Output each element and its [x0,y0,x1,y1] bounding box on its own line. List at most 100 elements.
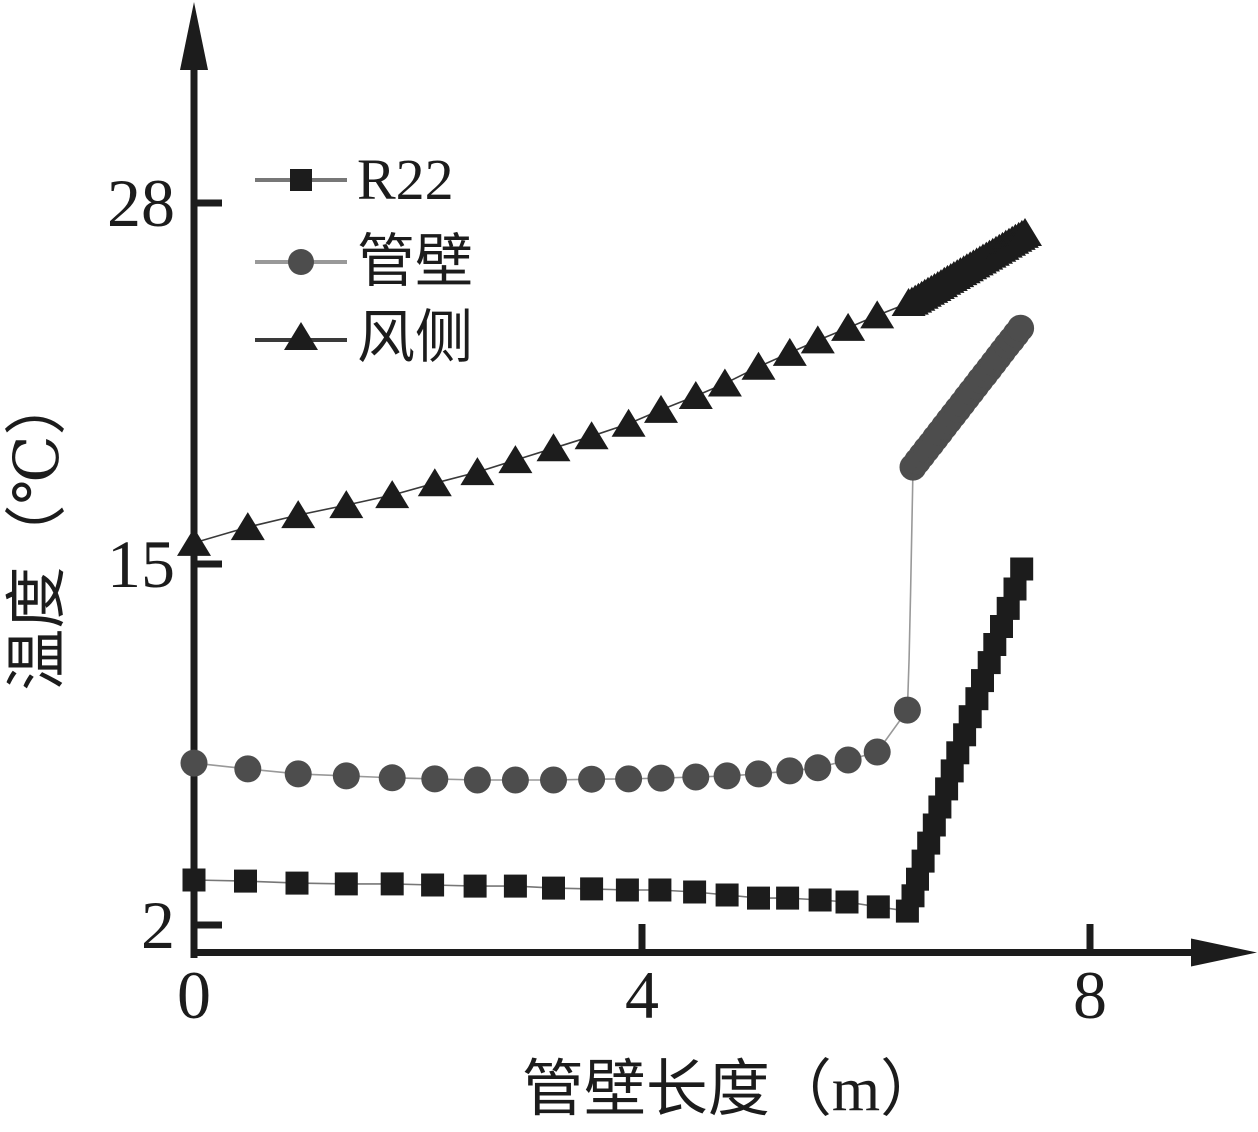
square-marker [911,849,935,873]
circle-marker [834,746,862,774]
triangle-marker [678,381,713,409]
y-tick-label-2: 2 [141,887,175,963]
triangle-marker [574,421,609,450]
circle-marker [745,760,772,788]
triangle-marker [177,527,211,556]
circle-marker [332,762,360,790]
square-marker [715,883,739,907]
triangle-marker [860,300,895,329]
square-marker [928,795,952,819]
circle-marker [776,757,804,785]
triangle-marker [281,500,316,529]
triangle-marker [230,512,265,541]
triangle-marker [498,445,533,474]
square-marker [234,869,257,893]
circle-marker [378,764,406,792]
series-markers-1 [180,314,1035,794]
square-marker [615,878,639,902]
square-marker [808,888,832,912]
y-axis-arrow-icon [180,2,208,70]
circle-marker [682,763,710,791]
legend-label: 风侧 [357,305,474,370]
triangle-marker [707,368,742,397]
circle-marker [1007,314,1035,342]
triangle-marker [1008,218,1042,246]
square-marker [906,867,929,891]
y-axis-title: 温度（℃） [4,373,72,691]
square-marker [958,705,982,729]
triangle-marker [831,312,866,341]
square-marker [463,874,487,898]
x-tick-label-8: 8 [1073,957,1107,1033]
square-marker [182,868,206,892]
square-marker [971,669,994,693]
triangle-marker [772,337,807,366]
square-marker [683,880,707,904]
circle-marker [863,738,891,766]
square-marker [965,687,989,711]
series-markers-2 [177,218,1042,556]
square-marker [776,886,800,910]
x-tick-label-4: 4 [625,957,659,1033]
x-axis-title: 管壁长度（m） [521,1056,943,1124]
square-marker [935,777,959,801]
legend-label: 管壁 [357,229,474,294]
square-marker [1003,577,1027,601]
square-marker [917,831,941,855]
triangle-marker [536,433,571,462]
square-marker-icon [255,169,347,191]
x-tick-label-0: 0 [177,957,211,1033]
triangle-marker [611,408,646,437]
square-marker [922,813,946,837]
square-marker [996,596,1020,620]
square-marker [542,876,565,900]
y-tick-label-15: 15 [107,526,175,602]
circle-marker [463,766,491,794]
triangle-marker [375,480,410,509]
square-marker [866,895,890,919]
triangle-marker [644,394,678,423]
square-marker [977,651,1001,675]
legend-entry-air-side: 风侧 [253,300,473,376]
square-marker [835,890,859,914]
square-marker [983,633,1007,656]
triangle-marker [741,351,776,380]
circle-marker [234,755,262,783]
square-marker [946,741,970,765]
square-marker [421,873,445,897]
y-tick-label-28: 28 [107,165,175,241]
square-marker [580,877,604,901]
square-marker [285,871,309,895]
square-marker [648,878,672,902]
circle-marker [713,762,741,790]
square-marker [334,872,358,896]
circle-marker-icon [255,249,347,275]
x-axis-arrow-icon [1191,938,1257,967]
legend-label: R22 [357,147,454,212]
triangle-marker-icon [255,322,347,350]
circle-marker [578,765,606,793]
series-line-0 [193,568,1023,912]
square-marker [940,759,964,783]
legend-entry-r22: R22 [253,142,454,218]
circle-marker [804,754,832,782]
square-marker [747,886,770,910]
triangle-marker [800,325,835,354]
circle-marker [540,766,567,794]
triangle-marker [417,468,452,497]
circle-marker [421,765,449,793]
square-marker [953,723,977,747]
series-markers-0 [182,557,1034,923]
circle-marker [501,766,529,794]
square-marker [503,874,527,898]
square-marker [1010,557,1034,581]
triangle-marker [329,490,364,519]
circle-marker [180,749,208,777]
square-marker [380,872,404,896]
square-marker [990,615,1013,638]
triangle-marker [460,457,495,486]
circle-marker [893,696,921,724]
circle-marker [615,765,643,793]
